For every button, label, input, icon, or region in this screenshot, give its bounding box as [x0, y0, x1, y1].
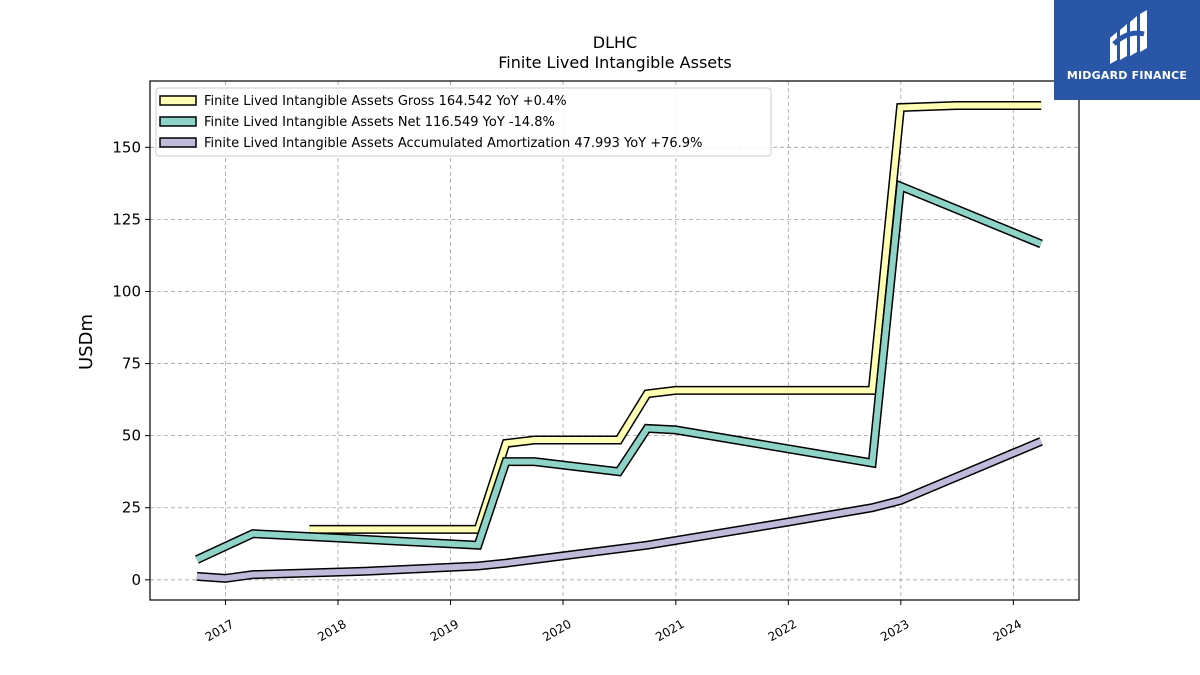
- legend-swatch-2: [159, 137, 197, 148]
- legend-label-2: Finite Lived Intangible Assets Accumulat…: [204, 136, 702, 151]
- series-line-outline-1: [195, 179, 1043, 564]
- legend-label-1: Finite Lived Intangible Assets Net 116.5…: [204, 115, 555, 130]
- series-line-1: [195, 181, 1043, 563]
- chart-title: DLHC: [593, 33, 637, 52]
- grid: [150, 81, 1079, 600]
- y-tick-label: 25: [122, 499, 141, 517]
- y-tick-label: 50: [122, 427, 141, 445]
- plot-frame: [149, 80, 1080, 601]
- brand-name: MIDGARD FINANCE: [1066, 69, 1188, 82]
- series-line-outline-2: [196, 437, 1043, 583]
- series-line-outline-0: [309, 101, 1042, 534]
- x-tick-label: 2019: [428, 617, 461, 644]
- x-tick-label: 2023: [878, 617, 911, 644]
- y-tick-label: 125: [112, 210, 141, 228]
- y-tick-label: 0: [131, 571, 141, 589]
- y-axis: 0 25 50 75 100 125 150: [112, 138, 150, 589]
- y-axis-label: USDm: [76, 314, 97, 370]
- x-tick-label: 2018: [315, 617, 348, 644]
- legend: Finite Lived Intangible Assets Gross 164…: [155, 87, 772, 157]
- midgard-logo-icon: [1110, 10, 1147, 64]
- series-line-2: [196, 438, 1043, 582]
- brand-logo: MIDGARD FINANCE: [1054, 0, 1200, 100]
- y-tick-label: 75: [122, 355, 141, 373]
- series-line-0: [309, 102, 1042, 533]
- legend-swatch-1: [159, 116, 197, 127]
- y-tick-label: 100: [112, 282, 141, 300]
- x-tick-label: 2024: [991, 617, 1024, 644]
- x-tick-label: 2021: [653, 617, 686, 644]
- series-layer: [195, 101, 1043, 583]
- legend-swatch-0: [159, 95, 197, 106]
- x-tick-label: 2020: [540, 617, 573, 644]
- x-tick-label: 2017: [203, 617, 236, 644]
- x-tick-label: 2022: [766, 617, 799, 644]
- legend-label-0: Finite Lived Intangible Assets Gross 164…: [204, 94, 567, 109]
- y-tick-label: 150: [112, 138, 141, 156]
- legend-box: [155, 87, 772, 157]
- x-axis: 2017 2018 2019 2020 2021 2022 2023 2024: [203, 600, 1024, 644]
- chart-subtitle: Finite Lived Intangible Assets: [498, 53, 731, 72]
